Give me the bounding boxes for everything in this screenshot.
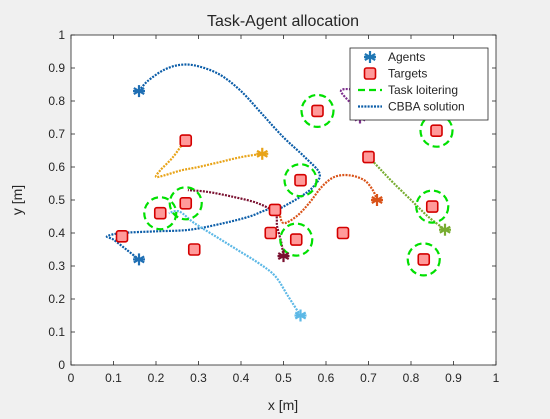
chart-title: Task-Agent allocation [207, 13, 359, 30]
cbba-path-0 [138, 63, 321, 215]
target-point-2 [179, 134, 193, 147]
y-tick-label: 1 [58, 28, 65, 42]
target-point-8 [425, 200, 439, 213]
loiter-circle-8 [415, 189, 450, 224]
loiter-circle-14 [406, 242, 441, 277]
target-point-13 [187, 243, 201, 256]
y-tick-label: 0.1 [48, 325, 65, 339]
y-tick-label: 0.7 [48, 127, 65, 141]
x-tick-label: 0.9 [445, 371, 462, 385]
target-point-7 [268, 203, 282, 217]
target-point-12 [336, 226, 350, 240]
x-tick-label: 1 [493, 371, 500, 385]
x-tick-label: 0 [68, 371, 75, 385]
legend-label: Task loitering [388, 83, 458, 97]
legend-target-icon [363, 67, 377, 80]
x-tick-label: 0.7 [360, 371, 377, 385]
x-axis-label: x [m] [268, 397, 298, 413]
loiter-circle-1 [419, 113, 454, 148]
legend-label: Targets [388, 67, 427, 81]
y-tick-label: 0.2 [48, 292, 65, 306]
target-point-0 [311, 104, 324, 118]
target-point-11 [289, 233, 303, 246]
loiter-circle-0 [300, 93, 335, 129]
loiter-circle-5 [143, 196, 178, 231]
agent-point-6 [371, 194, 383, 206]
y-tick-label: 0.6 [48, 160, 65, 174]
cbba-path-2 [154, 141, 263, 179]
target-point-5 [153, 206, 167, 220]
y-axis-label: y [m] [9, 185, 25, 215]
loiter-circles [143, 93, 454, 277]
agent-point-1 [133, 253, 145, 266]
legend-agent-icon [364, 51, 376, 63]
agent-point-0 [133, 85, 145, 98]
cbba-path-6 [276, 173, 379, 225]
loiter-circle-4 [283, 163, 318, 198]
cbba-path-3 [168, 209, 302, 317]
y-tick-label: 0 [58, 358, 65, 372]
x-tick-label: 0.5 [275, 371, 292, 385]
y-tick-label: 0.5 [48, 193, 65, 207]
cbba-path-4 [187, 189, 285, 257]
y-tick-label: 0.3 [48, 259, 65, 273]
y-tick-label: 0.9 [48, 61, 65, 75]
target-point-9 [115, 230, 129, 243]
legend-label: Agents [388, 50, 425, 64]
target-point-10 [264, 226, 278, 240]
agent-point-2 [256, 147, 269, 160]
target-point-1 [430, 124, 443, 137]
loiter-circle-6 [168, 186, 203, 221]
legend: Agents Targets Task loitering CBBA solution [349, 47, 489, 121]
agent-point-3 [294, 309, 307, 322]
x-tick-label: 0.2 [148, 371, 165, 385]
cbba-paths [105, 63, 446, 317]
target-point-3 [362, 150, 375, 164]
cbba-path-1 [105, 208, 276, 261]
x-tick-label: 0.8 [403, 371, 420, 385]
x-tick-label: 0.1 [105, 371, 122, 385]
cbba-path-7 [369, 158, 446, 231]
target-point-4 [294, 173, 307, 187]
agent-point-7 [439, 223, 451, 236]
agent-point-4 [277, 250, 290, 263]
y-tick-label: 0.8 [48, 94, 65, 108]
x-tick-label: 0.6 [318, 371, 335, 385]
legend-label: CBBA solution [388, 100, 465, 114]
x-tick-label: 0.3 [190, 371, 207, 385]
loiter-circle-11 [279, 222, 314, 257]
axis-ticks: 0 0.1 0.2 0.3 0.4 0.5 0.6 0.7 0.8 0.9 1 0 0.1 0.2 0.3 0… [48, 28, 499, 385]
x-tick-label: 0.4 [233, 371, 250, 385]
targets [115, 104, 443, 266]
y-tick-label: 0.4 [48, 226, 65, 240]
target-point-14 [417, 253, 431, 266]
target-point-6 [179, 197, 193, 210]
